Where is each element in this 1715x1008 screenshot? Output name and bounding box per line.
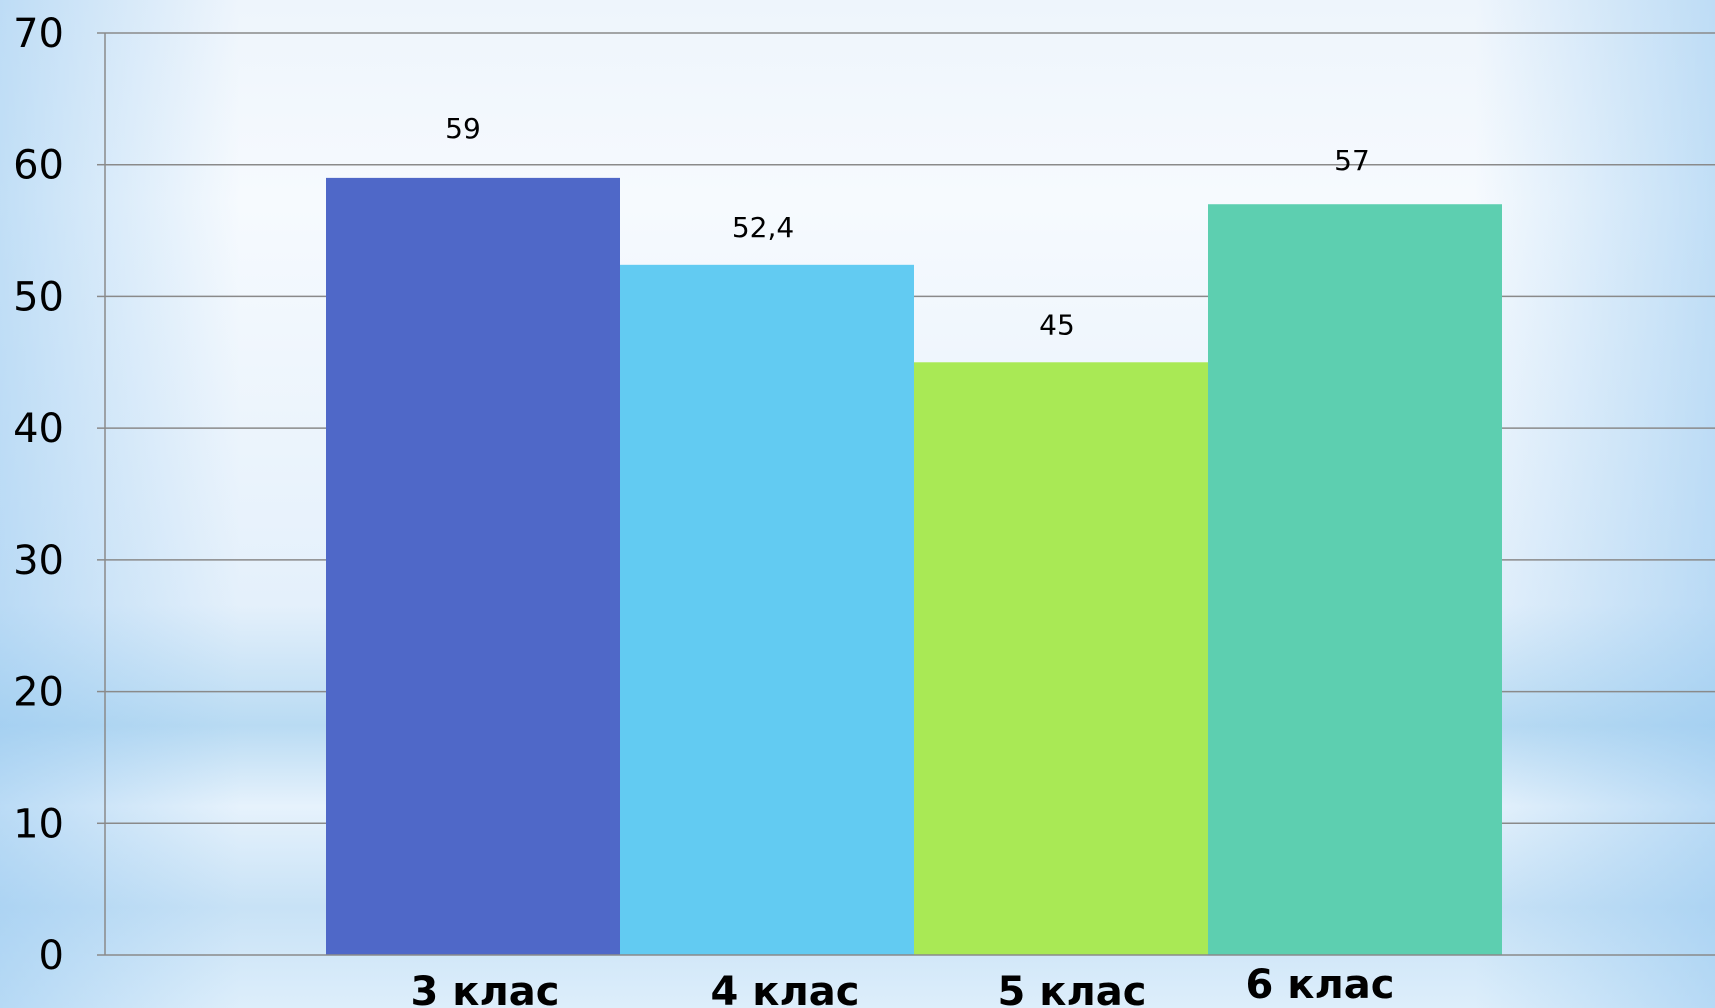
x-category-label: 4 клас <box>711 969 860 1008</box>
data-label: 52,4 <box>732 211 794 244</box>
data-label: 57 <box>1334 144 1370 177</box>
y-tick-label: 0 <box>39 933 64 979</box>
bar-4 <box>1208 204 1502 955</box>
y-tick-label: 70 <box>13 11 64 57</box>
bar-2 <box>620 264 914 955</box>
axes <box>97 32 1715 956</box>
x-category-label: 3 клас <box>411 969 560 1008</box>
y-tick-label: 60 <box>13 143 64 189</box>
data-label: 59 <box>445 112 481 145</box>
y-tick-label: 40 <box>13 406 64 452</box>
y-tick-label: 20 <box>13 670 64 716</box>
x-category-label: 6 клас <box>1246 962 1395 1008</box>
y-tick-label: 30 <box>13 538 64 584</box>
labels: 0 10 20 30 40 50 60 70 59 3 клас 52,4 4 клас 45 5 кла… <box>13 11 1394 1008</box>
bar-1 <box>326 177 620 955</box>
y-tick-label: 10 <box>13 801 64 847</box>
data-label: 45 <box>1039 308 1075 341</box>
bars <box>326 177 1502 955</box>
bar-3 <box>914 362 1208 955</box>
y-tick-label: 50 <box>13 274 64 320</box>
x-category-label: 5 клас <box>998 969 1147 1008</box>
